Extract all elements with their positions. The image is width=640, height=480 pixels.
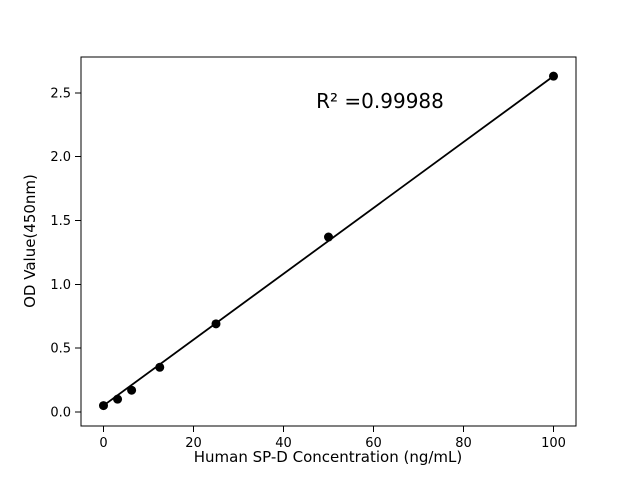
y-tick-label: 2.5 [50,86,71,101]
y-tick-label: 1.0 [50,278,71,293]
x-tick-label: 80 [455,436,472,451]
y-tick-label: 0.0 [50,405,71,420]
x-tick-label: 100 [541,436,566,451]
data-point [324,232,333,242]
x-tick-label: 0 [99,436,107,451]
x-tick-label: 20 [185,436,202,451]
r-squared-annotation: R² =0.99988 [316,89,444,113]
x-axis-label: Human SP-D Concentration (ng/mL) [193,448,463,466]
y-tick-label: 1.5 [50,214,71,229]
data-point [113,394,123,404]
x-tick-label: 60 [365,436,382,451]
data-point [127,385,137,395]
y-tick-label: 2.0 [50,150,71,165]
data-point [211,319,221,329]
y-tick-label: 0.5 [50,342,71,357]
plot-border [80,56,577,427]
data-point [99,401,108,411]
data-point [155,362,165,372]
y-axis-label: OD Value(450nm) [21,174,39,308]
x-tick-label: 40 [275,436,292,451]
data-point [549,71,558,81]
